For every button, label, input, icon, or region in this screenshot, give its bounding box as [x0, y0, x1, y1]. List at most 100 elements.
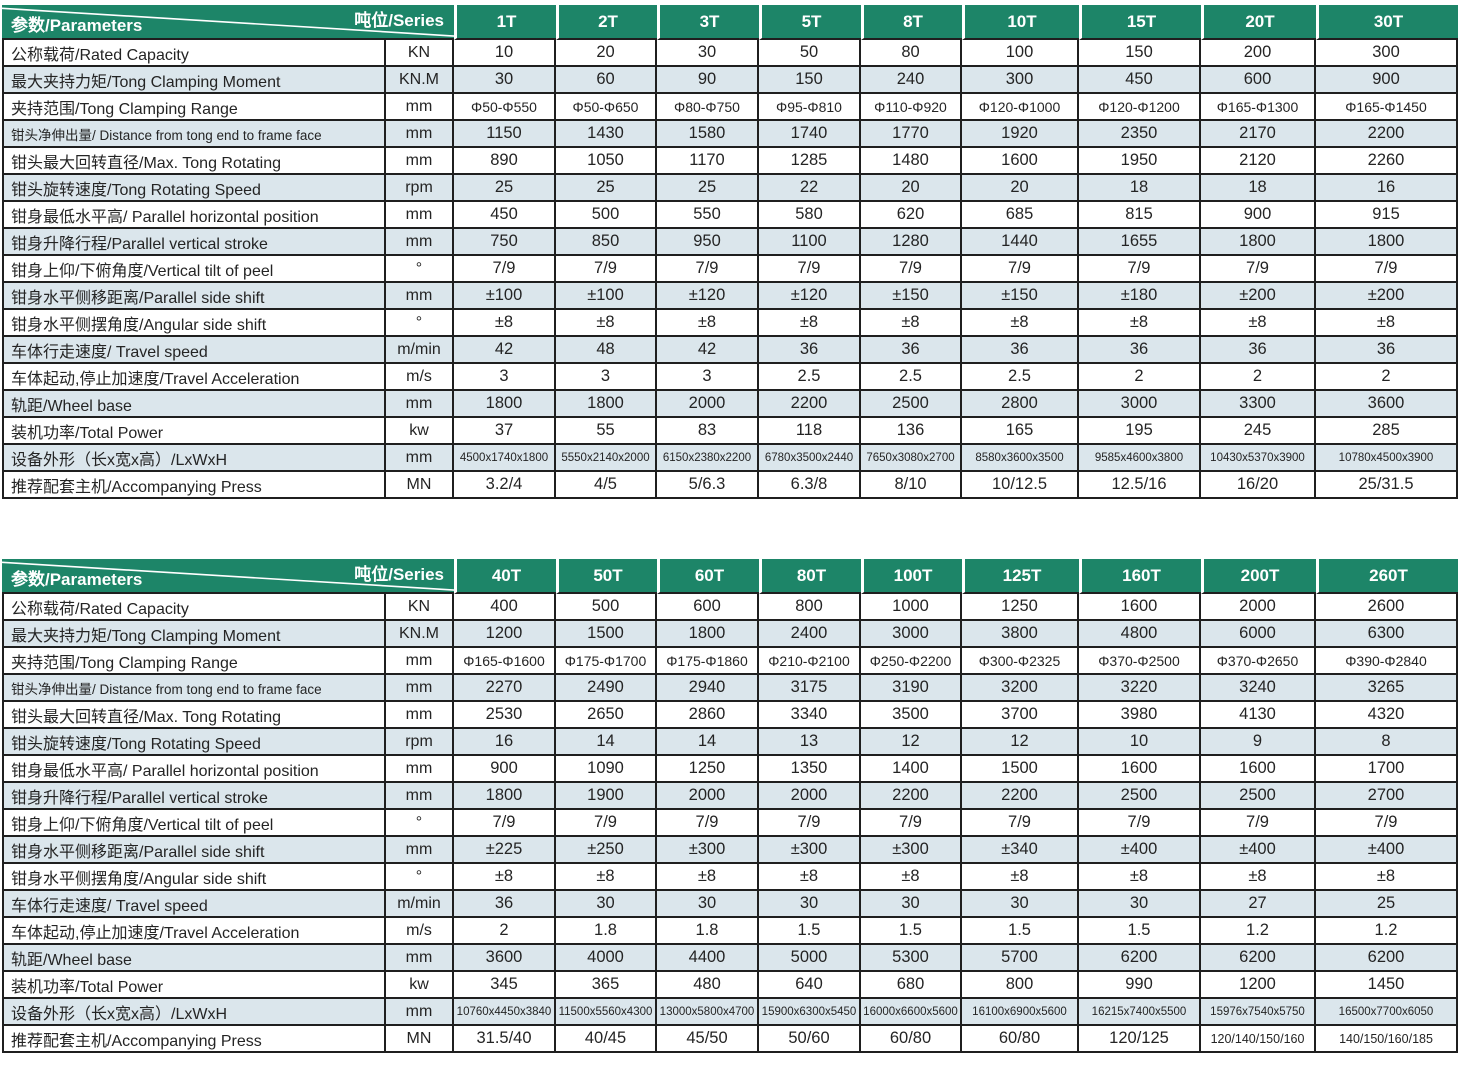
value-cell: ±120	[759, 283, 861, 310]
value-cell: 1450	[1316, 972, 1458, 999]
param-unit: mm	[386, 702, 454, 729]
value-cell: ±100	[556, 283, 657, 310]
value-cell: 2000	[759, 783, 861, 810]
param-label: 公称载荷/Rated Capacity	[2, 40, 386, 67]
param-unit: MN	[386, 472, 454, 499]
value-cell: 1250	[962, 594, 1079, 621]
value-cell: 1900	[556, 783, 657, 810]
value-cell: 2	[1201, 364, 1316, 391]
value-cell: 10	[1079, 729, 1201, 756]
header-diagonal-divider	[2, 559, 454, 592]
value-cell: ±8	[657, 864, 759, 891]
value-cell: 285	[1316, 418, 1458, 445]
value-cell: 850	[556, 229, 657, 256]
param-unit: KN	[386, 40, 454, 67]
value-cell: ±8	[1201, 310, 1316, 337]
value-cell: 1.2	[1316, 918, 1458, 945]
value-cell: Φ175-Φ1860	[657, 648, 759, 675]
value-cell: 16000x6600x5600	[861, 999, 962, 1026]
value-cell: 118	[759, 418, 861, 445]
value-cell: 2270	[454, 675, 556, 702]
table-row: 钳头净伸出量/ Distance from tong end to frame …	[2, 675, 1458, 702]
value-cell: 2200	[759, 391, 861, 418]
value-cell: Φ165-Φ1450	[1316, 94, 1458, 121]
value-cell: 136	[861, 418, 962, 445]
param-unit: MN	[386, 1026, 454, 1053]
value-cell: Φ370-Φ2500	[1079, 648, 1201, 675]
series-header-15t: 15T	[1079, 5, 1201, 40]
value-cell: 450	[1079, 67, 1201, 94]
param-label: 钳头旋转速度/Tong Rotating Speed	[2, 729, 386, 756]
value-cell: 300	[1316, 40, 1458, 67]
value-cell: 500	[556, 594, 657, 621]
value-cell: 6200	[1079, 945, 1201, 972]
value-cell: 25	[556, 175, 657, 202]
param-unit: mm	[386, 94, 454, 121]
value-cell: 1400	[861, 756, 962, 783]
param-label: 钳身水平侧移距离/Parallel side shift	[2, 283, 386, 310]
value-cell: 1480	[861, 148, 962, 175]
value-cell: 2000	[657, 783, 759, 810]
value-cell: 7/9	[962, 810, 1079, 837]
value-cell: ±8	[861, 864, 962, 891]
param-label: 钳身上仰/下俯角度/Vertical tilt of peel	[2, 256, 386, 283]
value-cell: 10780x4500x3900	[1316, 445, 1458, 472]
value-cell: 4/5	[556, 472, 657, 499]
value-cell: 7/9	[759, 810, 861, 837]
value-cell: 1150	[454, 121, 556, 148]
value-cell: 2000	[657, 391, 759, 418]
value-cell: 6300	[1316, 621, 1458, 648]
value-cell: 83	[657, 418, 759, 445]
value-cell: 1000	[861, 594, 962, 621]
value-cell: 150	[1079, 40, 1201, 67]
param-label: 推荐配套主机/Accompanying Press	[2, 472, 386, 499]
value-cell: 1700	[1316, 756, 1458, 783]
value-cell: 16	[454, 729, 556, 756]
value-cell: 1090	[556, 756, 657, 783]
value-cell: Φ250-Φ2200	[861, 648, 962, 675]
value-cell: 1600	[1079, 594, 1201, 621]
value-cell: 3980	[1079, 702, 1201, 729]
value-cell: 200	[1201, 40, 1316, 67]
value-cell: 30	[1079, 891, 1201, 918]
value-cell: 10/12.5	[962, 472, 1079, 499]
value-cell: 140/150/160/185	[1316, 1026, 1458, 1053]
value-cell: 245	[1201, 418, 1316, 445]
table-row: 钳身升降行程/Parallel vertical stroke mm 1800 190…	[2, 783, 1458, 810]
value-cell: 1800	[657, 621, 759, 648]
value-cell: 9585x4600x3800	[1079, 445, 1201, 472]
value-cell: 36	[962, 337, 1079, 364]
value-cell: 1800	[454, 783, 556, 810]
parameters-corner-label: 参数/Parameters	[11, 16, 143, 35]
value-cell: 7/9	[556, 256, 657, 283]
value-cell: ±8	[454, 310, 556, 337]
value-cell: 11500x5560x4300	[556, 999, 657, 1026]
value-cell: 4400	[657, 945, 759, 972]
table-row: 车体起动,停止加速度/Travel Acceleration m/s 3 3 3 2.5 2…	[2, 364, 1458, 391]
value-cell: ±8	[1079, 864, 1201, 891]
param-unit: rpm	[386, 175, 454, 202]
value-cell: 50	[759, 40, 861, 67]
value-cell: 16100x6900x5600	[962, 999, 1079, 1026]
value-cell: 30	[454, 67, 556, 94]
value-cell: 60/80	[861, 1026, 962, 1053]
value-cell: ±340	[962, 837, 1079, 864]
value-cell: Φ300-Φ2325	[962, 648, 1079, 675]
value-cell: 680	[861, 972, 962, 999]
value-cell: 345	[454, 972, 556, 999]
value-cell: 3	[657, 364, 759, 391]
value-cell: 37	[454, 418, 556, 445]
value-cell: 30	[556, 891, 657, 918]
value-cell: 1430	[556, 121, 657, 148]
value-cell: 7/9	[454, 256, 556, 283]
value-cell: 2490	[556, 675, 657, 702]
value-cell: 5/6.3	[657, 472, 759, 499]
value-cell: Φ50-Φ550	[454, 94, 556, 121]
value-cell: ±150	[861, 283, 962, 310]
value-cell: 6200	[1316, 945, 1458, 972]
value-cell: 1920	[962, 121, 1079, 148]
value-cell: 10760x4450x3840	[454, 999, 556, 1026]
table-row: 公称载荷/Rated Capacity KN 10 20 30 50 80 100 150 200…	[2, 40, 1458, 67]
value-cell: 31.5/40	[454, 1026, 556, 1053]
value-cell: 1.2	[1201, 918, 1316, 945]
